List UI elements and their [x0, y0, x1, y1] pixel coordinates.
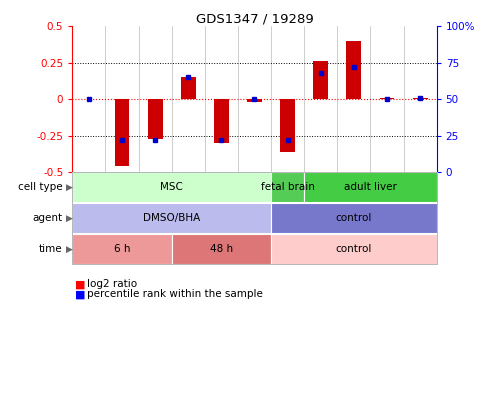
Bar — [247, 99, 262, 102]
Bar — [148, 99, 163, 139]
Bar — [313, 61, 328, 99]
Text: control: control — [336, 213, 372, 223]
Text: ▶: ▶ — [66, 213, 73, 223]
Bar — [181, 77, 196, 99]
Bar — [346, 41, 361, 99]
Text: agent: agent — [32, 213, 62, 223]
Bar — [413, 98, 428, 99]
Bar — [380, 98, 394, 99]
Text: ■: ■ — [75, 290, 85, 299]
Text: cell type: cell type — [18, 182, 62, 192]
Text: MSC: MSC — [160, 182, 183, 192]
Text: DMSO/BHA: DMSO/BHA — [143, 213, 200, 223]
Title: GDS1347 / 19289: GDS1347 / 19289 — [196, 12, 313, 25]
Text: log2 ratio: log2 ratio — [87, 279, 137, 289]
Text: ▶: ▶ — [66, 245, 73, 254]
Text: 6 h: 6 h — [114, 244, 130, 254]
Text: ▶: ▶ — [66, 182, 73, 192]
Text: percentile rank within the sample: percentile rank within the sample — [87, 290, 263, 299]
Text: time: time — [39, 244, 62, 254]
Text: 48 h: 48 h — [210, 244, 233, 254]
Text: adult liver: adult liver — [344, 182, 397, 192]
Text: ■: ■ — [75, 279, 85, 289]
Bar — [214, 99, 229, 143]
Bar — [115, 99, 129, 166]
Text: fetal brain: fetal brain — [260, 182, 314, 192]
Text: control: control — [336, 244, 372, 254]
Bar — [280, 99, 295, 152]
